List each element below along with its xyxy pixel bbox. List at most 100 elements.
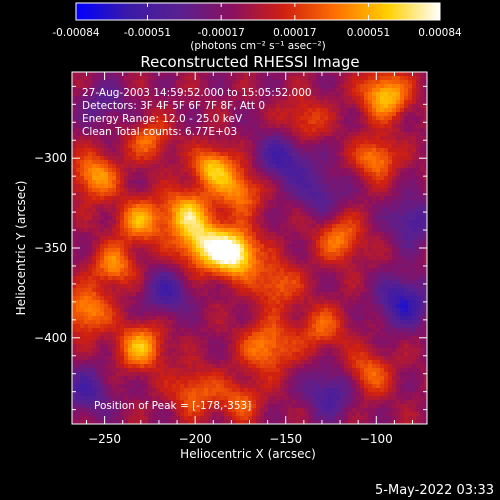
heatmap-pixel: [244, 240, 249, 245]
heatmap-pixel: [280, 92, 285, 97]
heatmap-pixel: [96, 228, 101, 233]
heatmap-pixel: [328, 160, 333, 165]
heatmap-pixel: [336, 192, 341, 197]
heatmap-pixel: [76, 224, 81, 229]
heatmap-pixel: [372, 112, 377, 117]
heatmap-pixel: [308, 76, 313, 81]
heatmap-pixel: [280, 76, 285, 81]
heatmap-pixel: [280, 252, 285, 257]
heatmap-pixel: [372, 268, 377, 273]
heatmap-pixel: [96, 124, 101, 129]
heatmap-pixel: [212, 216, 217, 221]
heatmap-pixel: [76, 76, 81, 81]
heatmap-pixel: [140, 136, 145, 141]
heatmap-pixel: [180, 172, 185, 177]
heatmap-pixel: [288, 96, 293, 101]
heatmap-pixel: [192, 116, 197, 121]
heatmap-pixel: [392, 156, 397, 161]
heatmap-pixel: [128, 180, 133, 185]
heatmap-pixel: [348, 176, 353, 181]
heatmap-pixel: [420, 164, 425, 169]
heatmap-pixel: [272, 204, 277, 209]
heatmap-pixel: [120, 256, 125, 261]
heatmap-pixel: [384, 136, 389, 141]
heatmap-pixel: [104, 216, 109, 221]
heatmap-pixel: [200, 112, 205, 117]
heatmap-pixel: [192, 140, 197, 145]
heatmap-pixel: [184, 148, 189, 153]
heatmap-pixel: [304, 164, 309, 169]
heatmap-pixel: [336, 248, 341, 253]
heatmap-pixel: [324, 104, 329, 109]
heatmap-pixel: [292, 204, 297, 209]
heatmap-pixel: [140, 96, 145, 101]
heatmap-pixel: [152, 180, 157, 185]
heatmap-pixel: [408, 188, 413, 193]
heatmap-pixel: [168, 112, 173, 117]
heatmap-pixel: [268, 272, 273, 277]
heatmap-pixel: [240, 152, 245, 157]
heatmap-pixel: [328, 128, 333, 133]
heatmap-pixel: [360, 292, 365, 297]
heatmap-pixel: [272, 176, 277, 181]
heatmap-pixel: [312, 144, 317, 149]
heatmap-pixel: [244, 76, 249, 81]
heatmap-pixel: [176, 200, 181, 205]
heatmap-pixel: [356, 284, 361, 289]
heatmap-pixel: [216, 276, 221, 281]
heatmap-pixel: [260, 244, 265, 249]
heatmap-pixel: [184, 100, 189, 105]
heatmap-pixel: [164, 288, 169, 293]
heatmap-pixel: [272, 288, 277, 293]
heatmap-pixel: [180, 144, 185, 149]
heatmap-pixel: [388, 144, 393, 149]
heatmap-pixel: [384, 88, 389, 93]
heatmap-pixel: [336, 272, 341, 277]
heatmap-pixel: [228, 236, 233, 241]
heatmap-pixel: [204, 132, 209, 137]
heatmap-pixel: [300, 132, 305, 137]
heatmap-pixel: [412, 252, 417, 257]
heatmap-pixel: [360, 164, 365, 169]
heatmap-pixel: [372, 216, 377, 221]
heatmap-pixel: [136, 80, 141, 85]
heatmap-pixel: [300, 108, 305, 113]
heatmap-pixel: [328, 96, 333, 101]
heatmap-pixel: [216, 100, 221, 105]
heatmap-pixel: [84, 216, 89, 221]
heatmap-pixel: [304, 88, 309, 93]
heatmap-pixel: [92, 108, 97, 113]
heatmap-pixel: [96, 244, 101, 249]
heatmap-pixel: [196, 136, 201, 141]
heatmap-pixel: [188, 180, 193, 185]
heatmap-pixel: [296, 84, 301, 89]
heatmap-pixel: [172, 292, 177, 297]
heatmap-pixel: [192, 144, 197, 149]
heatmap-pixel: [232, 236, 237, 241]
heatmap-pixel: [308, 264, 313, 269]
heatmap-pixel: [308, 144, 313, 149]
heatmap-pixel: [332, 244, 337, 249]
heatmap-pixel: [156, 192, 161, 197]
heatmap-pixel: [244, 212, 249, 217]
heatmap-pixel: [372, 168, 377, 173]
heatmap-pixel: [228, 188, 233, 193]
heatmap-pixel: [364, 100, 369, 105]
heatmap-pixel: [164, 220, 169, 225]
heatmap-pixel: [312, 152, 317, 157]
heatmap-pixel: [244, 260, 249, 265]
heatmap-pixel: [200, 84, 205, 89]
heatmap-pixel: [292, 92, 297, 97]
heatmap-pixel: [348, 256, 353, 261]
heatmap-pixel: [352, 188, 357, 193]
heatmap-pixel: [112, 72, 117, 77]
heatmap-pixel: [112, 96, 117, 101]
heatmap-pixel: [420, 184, 425, 189]
heatmap-pixel: [416, 276, 421, 281]
heatmap-pixel: [164, 160, 169, 165]
heatmap-pixel: [300, 244, 305, 249]
heatmap-pixel: [300, 232, 305, 237]
heatmap-pixel: [384, 276, 389, 281]
heatmap-pixel: [252, 124, 257, 129]
heatmap-pixel: [244, 272, 249, 277]
